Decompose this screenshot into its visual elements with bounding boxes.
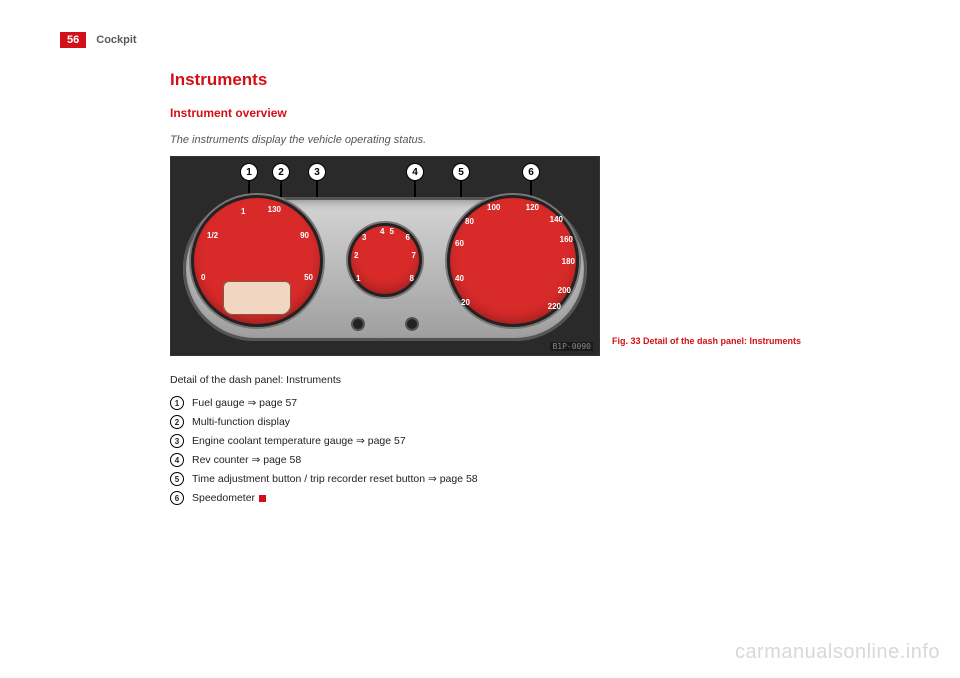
page-number: 56: [60, 32, 86, 48]
speed-tick: 200: [558, 286, 571, 295]
fuel-temp-gauge: 0 1/2 1 130 90 50: [191, 195, 323, 327]
rev-tick: 7: [412, 251, 416, 260]
instrument-list: 1 Fuel gauge ⇒ page 57 2 Multi-function di…: [170, 396, 900, 505]
watermark: carmanualsonline.info: [735, 641, 940, 664]
item-text: Multi-function display: [192, 416, 290, 428]
rev-tick: 5: [390, 227, 394, 236]
subheading-overview: Instrument overview: [170, 106, 900, 120]
item-text: Time adjustment button / trip recorder r…: [192, 473, 478, 485]
callout-bubble: 5: [452, 163, 470, 181]
item-number: 2: [170, 415, 184, 429]
cluster-housing: 0 1/2 1 130 90 50 1 2 3 4 5: [183, 197, 587, 341]
rev-tick: 4: [380, 227, 384, 236]
rev-counter-gauge: 1 2 3 4 5 6 7 8: [348, 223, 422, 297]
speed-tick: 40: [455, 274, 464, 283]
item-number: 4: [170, 453, 184, 467]
callout-bubble: 3: [308, 163, 326, 181]
speed-tick: 80: [465, 217, 474, 226]
rev-tick: 3: [362, 233, 366, 242]
temp-tick: 50: [304, 273, 313, 282]
callout-bubble: 2: [272, 163, 290, 181]
speed-tick: 20: [461, 298, 470, 307]
heading-instruments: Instruments: [170, 70, 900, 90]
time-adjust-button: [353, 319, 363, 329]
item-text: Rev counter ⇒ page 58: [192, 454, 301, 466]
callout-row: 1 2 3 4 5 6: [171, 163, 599, 187]
page-header: 56 Cockpit: [60, 32, 900, 48]
image-code: B1P-0090: [550, 342, 593, 351]
rev-tick: 2: [354, 251, 358, 260]
item-number: 1: [170, 396, 184, 410]
content: Instruments Instrument overview The inst…: [170, 70, 900, 505]
list-item: 6 Speedometer: [170, 491, 900, 505]
speed-tick: 160: [560, 235, 573, 244]
list-caption: Detail of the dash panel: Instruments: [170, 374, 900, 386]
end-square-icon: [259, 495, 266, 502]
callout-bubble: 6: [522, 163, 540, 181]
speed-tick: 220: [548, 302, 561, 311]
item-text: Speedometer: [192, 492, 255, 504]
item-text: Fuel gauge ⇒ page 57: [192, 397, 297, 409]
list-item: 3 Engine coolant temperature gauge ⇒ page…: [170, 434, 900, 448]
callout-bubble: 4: [406, 163, 424, 181]
rev-tick: 6: [406, 233, 410, 242]
multi-function-display: [223, 281, 291, 315]
speed-tick: 60: [455, 239, 464, 248]
fuel-tick: 1/2: [207, 231, 218, 240]
rev-tick: 8: [410, 274, 414, 283]
item-number: 5: [170, 472, 184, 486]
speedometer-gauge: 20 40 60 80 100 120 140 160 180 200 220: [447, 195, 579, 327]
dash-panel-figure: 1 2 3 4 5 6 0 1/2 1 130 90 50: [170, 156, 600, 356]
speed-tick: 120: [526, 203, 539, 212]
trip-reset-button: [407, 319, 417, 329]
list-item: 5 Time adjustment button / trip recorder …: [170, 472, 900, 486]
temp-tick: 90: [300, 231, 309, 240]
list-item: 4 Rev counter ⇒ page 58: [170, 453, 900, 467]
item-number: 6: [170, 491, 184, 505]
figure-row: 1 2 3 4 5 6 0 1/2 1 130 90 50: [170, 156, 900, 356]
rev-tick: 1: [356, 274, 360, 283]
speed-tick: 140: [550, 215, 563, 224]
item-text: Engine coolant temperature gauge ⇒ page …: [192, 435, 406, 447]
section-title: Cockpit: [96, 34, 136, 46]
subtitle-desc: The instruments display the vehicle oper…: [170, 134, 900, 146]
fuel-tick: 1: [241, 207, 245, 216]
speed-tick: 180: [562, 257, 575, 266]
list-item: 1 Fuel gauge ⇒ page 57: [170, 396, 900, 410]
list-item: 2 Multi-function display: [170, 415, 900, 429]
item-number: 3: [170, 434, 184, 448]
page: 56 Cockpit Instruments Instrument overvi…: [0, 0, 960, 678]
speed-tick: 100: [487, 203, 500, 212]
figure-caption: Fig. 33 Detail of the dash panel: Instru…: [612, 336, 801, 356]
fuel-tick: 0: [201, 273, 205, 282]
callout-bubble: 1: [240, 163, 258, 181]
temp-tick: 130: [268, 205, 281, 214]
